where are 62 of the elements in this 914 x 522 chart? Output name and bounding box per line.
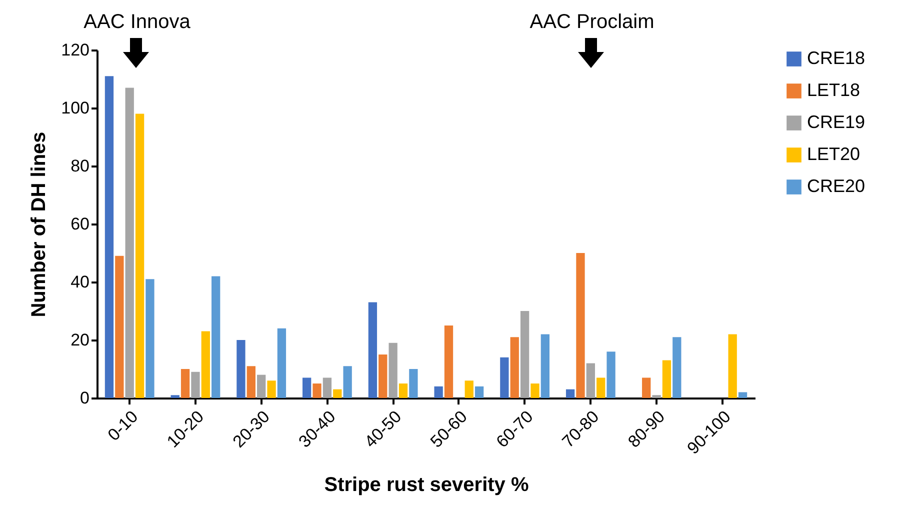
bar — [267, 380, 276, 398]
text: AAC Innova — [84, 11, 192, 33]
bar — [662, 360, 672, 398]
bar — [378, 354, 388, 398]
bar — [540, 334, 550, 398]
bar — [246, 366, 256, 398]
y-tick-label: 20 — [70, 330, 90, 350]
bar — [257, 374, 266, 398]
y-tick-label: 80 — [70, 156, 90, 176]
x-axis-title: Stripe rust severity % — [324, 474, 529, 496]
bar — [277, 328, 286, 398]
y-tick-label: 120 — [61, 40, 90, 60]
x-tick-label: 0-10 — [104, 407, 142, 445]
bar — [434, 386, 443, 398]
bar — [135, 114, 144, 398]
bar — [333, 389, 342, 398]
bar — [444, 326, 454, 398]
bar — [642, 378, 651, 398]
bar — [343, 366, 352, 398]
bar — [596, 378, 606, 398]
bar — [191, 372, 200, 398]
bar — [510, 337, 519, 398]
bar — [576, 253, 585, 398]
bar — [170, 395, 180, 398]
bar — [500, 357, 509, 398]
bar — [368, 302, 378, 398]
bar — [115, 256, 124, 398]
bar — [409, 369, 418, 398]
bar — [728, 334, 737, 398]
bar — [212, 276, 220, 398]
bar — [520, 311, 530, 398]
bar — [652, 395, 661, 398]
y-tick-label: 60 — [70, 214, 90, 234]
bar — [474, 386, 484, 398]
y-axis-title: Number of DH lines — [28, 132, 50, 318]
bar — [104, 76, 114, 398]
y-tick-label: 40 — [70, 272, 90, 292]
legend-label: CRE18 — [807, 48, 866, 68]
bar — [672, 337, 682, 398]
bar — [236, 340, 246, 398]
text: AAC Proclaim — [530, 11, 654, 33]
bar — [398, 384, 408, 398]
y-tick-label: 0 — [80, 388, 90, 408]
bar — [302, 378, 312, 398]
bar — [566, 389, 575, 398]
bar — [146, 279, 154, 398]
bar — [125, 88, 134, 398]
bar — [312, 384, 322, 398]
bar — [388, 342, 398, 398]
bar — [322, 378, 332, 398]
legend-label: LET20 — [807, 144, 860, 164]
bar — [586, 363, 595, 398]
legend-label: CRE20 — [807, 176, 866, 196]
bar — [606, 352, 616, 398]
bar — [180, 369, 190, 398]
bar — [530, 384, 540, 398]
bar — [464, 380, 474, 398]
y-tick-label: 100 — [61, 98, 90, 118]
bar — [201, 331, 210, 398]
legend-label: CRE19 — [807, 112, 866, 132]
legend-label: LET18 — [807, 80, 860, 100]
bar — [738, 392, 748, 398]
